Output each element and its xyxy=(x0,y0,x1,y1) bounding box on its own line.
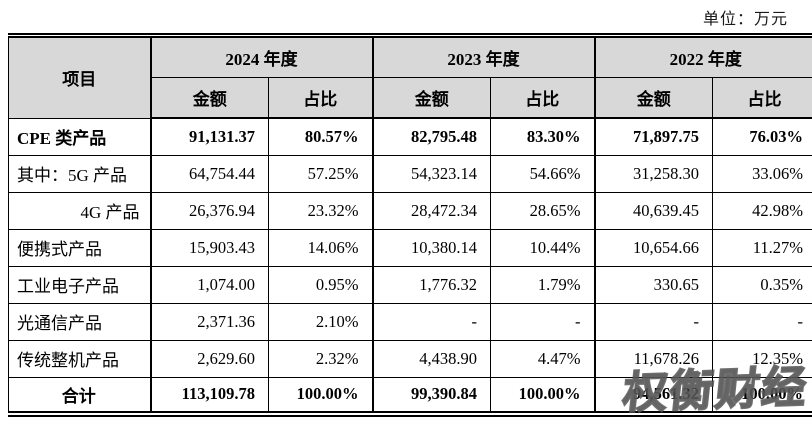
ratio-cell: 11.27% xyxy=(712,228,812,267)
amount-header-2022: 金额 xyxy=(593,77,713,119)
amount-cell: 10,380.14 xyxy=(371,228,491,267)
amount-cell: 2,629.60 xyxy=(149,339,269,378)
ratio-cell: 100.00% xyxy=(490,376,595,415)
row-label: 便携式产品 xyxy=(8,228,151,267)
ratio-cell: 23.32% xyxy=(268,191,373,230)
ratio-cell: 4.47% xyxy=(490,339,595,378)
amount-cell: 91,131.37 xyxy=(149,117,269,156)
unit-label: 单位：万元 xyxy=(702,11,788,28)
row-label: 合计 xyxy=(8,376,151,415)
ratio-cell: 54.66% xyxy=(490,154,595,193)
amount-cell: 28,472.34 xyxy=(371,191,491,230)
revenue-by-product-table: 项目 2024 年度 2023 年度 2022 年度 金额 占比 金额 占比 金… xyxy=(8,33,812,417)
ratio-cell: 100.00% xyxy=(712,376,812,415)
row-industrial-electronics: 工业电子产品 1,074.00 0.95% 1,776.32 1.79% 330… xyxy=(8,265,812,304)
ratio-cell: - xyxy=(712,302,812,341)
amount-cell: 71,897.75 xyxy=(593,117,713,156)
ratio-cell: 10.44% xyxy=(490,228,595,267)
row-cpe-products: CPE 类产品 91,131.37 80.57% 82,795.48 83.30… xyxy=(8,117,812,156)
amount-cell: 40,639.45 xyxy=(593,191,713,230)
amount-cell: 1,074.00 xyxy=(149,265,269,304)
amount-cell: 54,323.14 xyxy=(371,154,491,193)
ratio-cell: 80.57% xyxy=(268,117,373,156)
row-label: 其中：5G 产品 xyxy=(8,154,151,193)
ratio-header-2022: 占比 xyxy=(712,77,812,119)
row-optical-communication: 光通信产品 2,371.36 2.10% - - - - xyxy=(8,302,812,341)
ratio-cell: - xyxy=(490,302,595,341)
ratio-cell: 42.98% xyxy=(712,191,812,230)
amount-cell: - xyxy=(593,302,713,341)
row-total: 合计 113,109.78 100.00% 99,390.84 100.00% … xyxy=(8,376,812,415)
ratio-header-2024: 占比 xyxy=(268,77,373,119)
ratio-cell: 0.95% xyxy=(268,265,373,304)
amount-cell: 64,754.44 xyxy=(149,154,269,193)
item-column-header: 项目 xyxy=(8,35,151,119)
ratio-cell: 1.79% xyxy=(490,265,595,304)
amount-cell: 26,376.94 xyxy=(149,191,269,230)
row-label: 工业电子产品 xyxy=(8,265,151,304)
row-portable-products: 便携式产品 15,903.43 14.06% 10,380.14 10.44% … xyxy=(8,228,812,267)
year-2022-header: 2022 年度 xyxy=(593,35,812,78)
ratio-cell: 14.06% xyxy=(268,228,373,267)
amount-cell: 11,678.26 xyxy=(593,339,713,378)
ratio-cell: 33.06% xyxy=(712,154,812,193)
ratio-cell: 28.65% xyxy=(490,191,595,230)
ratio-cell: 100.00% xyxy=(268,376,373,415)
row-label: CPE 类产品 xyxy=(8,117,151,156)
ratio-cell: 0.35% xyxy=(712,265,812,304)
amount-cell: 99,390.84 xyxy=(371,376,491,415)
sub-header-row: 金额 占比 金额 占比 金额 占比 xyxy=(9,77,812,119)
amount-cell: 10,654.66 xyxy=(593,228,713,267)
row-legacy-complete-machines: 传统整机产品 2,629.60 2.32% 4,438.90 4.47% 11,… xyxy=(8,339,812,378)
year-2024-header: 2024 年度 xyxy=(149,35,373,78)
amount-header-2023: 金额 xyxy=(371,77,491,119)
amount-header-2024: 金额 xyxy=(149,77,269,119)
amount-cell: 94,561.32 xyxy=(593,376,713,415)
ratio-cell: 12.35% xyxy=(712,339,812,378)
amount-cell: - xyxy=(371,302,491,341)
ratio-cell: 76.03% xyxy=(712,117,812,156)
row-label: 光通信产品 xyxy=(8,302,151,341)
amount-cell: 31,258.30 xyxy=(593,154,713,193)
row-label: 传统整机产品 xyxy=(8,339,151,378)
row-label: 4G 产品 xyxy=(8,191,151,230)
amount-cell: 2,371.36 xyxy=(149,302,269,341)
amount-cell: 1,776.32 xyxy=(371,265,491,304)
ratio-cell: 2.10% xyxy=(268,302,373,341)
row-5g-products: 其中：5G 产品 64,754.44 57.25% 54,323.14 54.6… xyxy=(8,154,812,193)
amount-cell: 113,109.78 xyxy=(149,376,269,415)
ratio-cell: 83.30% xyxy=(490,117,595,156)
year-2023-header: 2023 年度 xyxy=(371,35,595,78)
ratio-header-2023: 占比 xyxy=(490,77,595,119)
table-header: 项目 2024 年度 2023 年度 2022 年度 金额 占比 金额 占比 金… xyxy=(8,35,812,119)
amount-cell: 4,438.90 xyxy=(371,339,491,378)
ratio-cell: 57.25% xyxy=(268,154,373,193)
amount-cell: 15,903.43 xyxy=(149,228,269,267)
row-4g-products: 4G 产品 26,376.94 23.32% 28,472.34 28.65% … xyxy=(8,191,812,230)
table-body: CPE 类产品 91,131.37 80.57% 82,795.48 83.30… xyxy=(8,117,812,415)
amount-cell: 330.65 xyxy=(593,265,713,304)
ratio-cell: 2.32% xyxy=(268,339,373,378)
year-header-row: 项目 2024 年度 2023 年度 2022 年度 xyxy=(8,35,812,119)
amount-cell: 82,795.48 xyxy=(371,117,491,156)
